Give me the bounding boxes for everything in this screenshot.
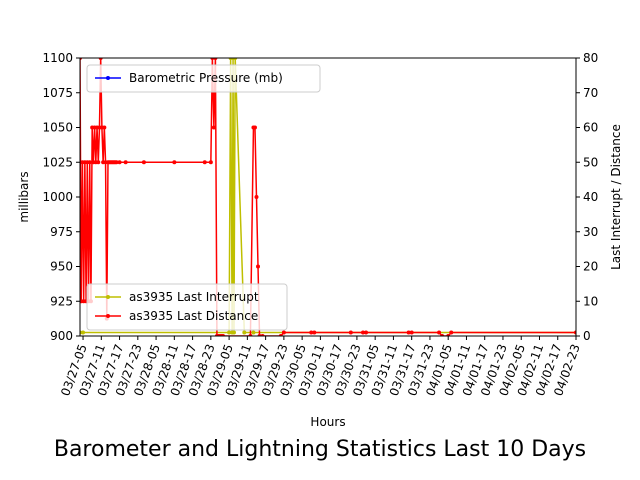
axes: 900 925 950 975 1000 1025 1050 1075 1100 0 10 20 30 4… [42, 51, 598, 398]
series-point-2-34 [172, 160, 177, 165]
series-group [80, 58, 576, 336]
series-point-2-30 [114, 160, 119, 165]
legend-label: Barometric Pressure (mb) [129, 71, 283, 85]
y-tick-label-left: 950 [50, 260, 73, 274]
series-point-1-8 [242, 330, 247, 335]
y-axis-label-right: Last Interrupt / Distance [609, 124, 623, 270]
y-tick-label-right: 30 [583, 225, 598, 239]
series-point-1-1 [81, 330, 86, 335]
series-point-2-56 [348, 330, 353, 335]
y-tick-label-left: 925 [50, 294, 73, 308]
series-point-2-58 [364, 330, 369, 335]
series-point-2-36 [208, 160, 213, 165]
series-point-2-20 [102, 125, 107, 130]
series-line-1 [80, 58, 576, 334]
series-point-2-49 [256, 264, 261, 269]
series-point-2-8 [87, 160, 92, 165]
series-point-2-64 [449, 330, 454, 335]
plot-area [80, 58, 576, 336]
series-point-2-54 [309, 330, 314, 335]
series-point-1-9 [251, 330, 256, 335]
series-point-2-33 [141, 160, 146, 165]
legend-lower: as3935 Last Interrupt as3935 Last Distanc… [86, 283, 288, 331]
y-tick-label-right: 60 [583, 121, 598, 135]
legend-label: as3935 Last Interrupt [129, 290, 259, 304]
legend-marker [106, 76, 110, 80]
series-point-2-15 [96, 160, 101, 165]
y-tick-label-right: 40 [583, 190, 598, 204]
legend-marker [106, 295, 110, 299]
y-axis-label-left: millibars [17, 171, 31, 222]
y-tick-label-left: 975 [50, 225, 73, 239]
x-axis-label: Hours [310, 415, 345, 429]
y-tick-label-left: 1000 [42, 190, 73, 204]
series-point-1-2 [227, 330, 232, 335]
y-tick-label-left: 1050 [42, 121, 73, 135]
legend-box [86, 64, 321, 93]
y-tick-label-right: 80 [583, 51, 598, 65]
series-point-2-35 [202, 160, 207, 165]
series-point-2-38 [211, 125, 216, 130]
series-point-2-59 [406, 330, 411, 335]
series-point-2-47 [252, 125, 257, 130]
series-point-2-61 [437, 330, 442, 335]
y-tick-label-left: 900 [50, 329, 73, 343]
y-tick-label-left: 1075 [42, 86, 73, 100]
series-point-2-60 [409, 330, 414, 335]
y-tick-label-right: 20 [583, 260, 598, 274]
series-point-2-57 [360, 330, 365, 335]
legend-box [86, 283, 288, 331]
y-tick-label-left: 1025 [42, 155, 73, 169]
y-tick-label-right: 0 [583, 329, 591, 343]
series-point-2-48 [254, 195, 259, 199]
series-point-2-32 [123, 160, 128, 165]
series-point-1-6 [231, 330, 236, 335]
y-tick-label-left: 1100 [42, 51, 73, 65]
chart-title: Barometer and Lightning Statistics Last … [54, 437, 586, 462]
series-point-2-53 [281, 330, 286, 335]
legend-marker [106, 314, 110, 318]
y-tick-label-right: 50 [583, 155, 598, 169]
y-tick-label-right: 70 [583, 86, 598, 100]
y-tick-label-right: 10 [583, 294, 598, 308]
series-point-2-31 [117, 160, 122, 165]
legend-label: as3935 Last Distance [129, 309, 258, 323]
legend-upper: Barometric Pressure (mb) [86, 64, 321, 93]
series-point-2-55 [312, 330, 317, 335]
